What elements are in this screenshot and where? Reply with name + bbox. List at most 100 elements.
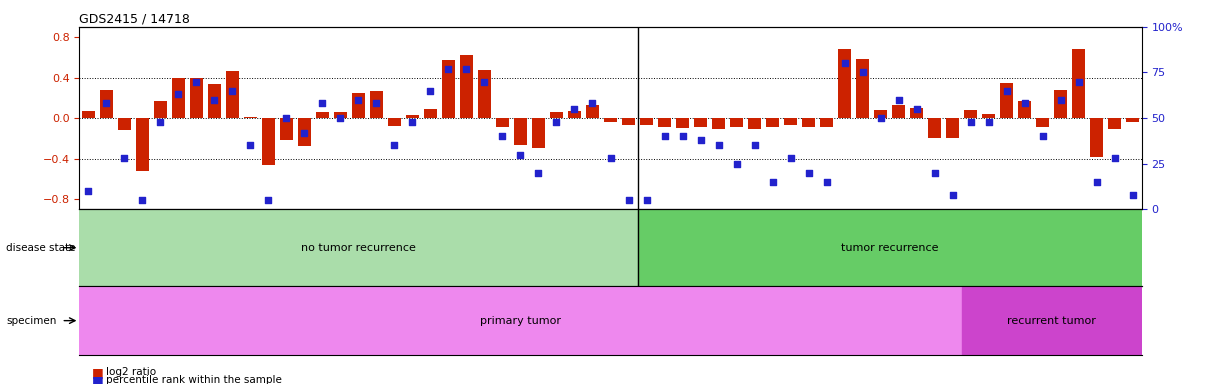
- Point: [150, 119, 170, 125]
- Point: [961, 119, 980, 125]
- Bar: [1054, 90, 1067, 118]
- Point: [852, 70, 872, 76]
- Bar: [479, 70, 491, 118]
- Text: specimen: specimen: [6, 316, 56, 326]
- Point: [799, 170, 818, 176]
- Bar: [874, 110, 886, 118]
- Bar: [637, 209, 1142, 286]
- Point: [943, 192, 962, 198]
- Bar: [496, 118, 509, 127]
- Point: [726, 161, 746, 167]
- Bar: [962, 286, 1142, 355]
- Point: [1123, 192, 1143, 198]
- Text: log2 ratio: log2 ratio: [106, 367, 156, 377]
- Bar: [370, 91, 382, 118]
- Point: [403, 119, 422, 125]
- Point: [96, 101, 116, 107]
- Point: [438, 66, 458, 72]
- Bar: [604, 118, 617, 122]
- Bar: [586, 105, 598, 118]
- Bar: [172, 78, 184, 118]
- Text: ■: ■: [92, 374, 104, 384]
- Point: [529, 170, 548, 176]
- Bar: [748, 118, 761, 129]
- Text: GDS2415 / 14718: GDS2415 / 14718: [79, 13, 190, 26]
- Bar: [928, 118, 941, 138]
- Point: [222, 88, 242, 94]
- Point: [1105, 155, 1125, 161]
- Point: [259, 197, 278, 203]
- Point: [78, 188, 98, 194]
- Bar: [460, 55, 473, 118]
- Point: [547, 119, 567, 125]
- Bar: [335, 112, 347, 118]
- Bar: [856, 59, 869, 118]
- Text: primary tumor: primary tumor: [480, 316, 560, 326]
- Bar: [1072, 49, 1085, 118]
- Point: [493, 133, 513, 139]
- Bar: [1037, 118, 1049, 127]
- Point: [205, 97, 225, 103]
- Bar: [1126, 118, 1139, 122]
- Point: [889, 97, 908, 103]
- Point: [745, 142, 764, 149]
- Point: [817, 179, 836, 185]
- Bar: [514, 118, 526, 146]
- Bar: [839, 49, 851, 118]
- Bar: [244, 117, 256, 118]
- Point: [1087, 179, 1106, 185]
- Point: [636, 197, 656, 203]
- Bar: [676, 118, 689, 128]
- Point: [673, 133, 692, 139]
- Bar: [712, 118, 725, 129]
- Point: [979, 119, 999, 125]
- Bar: [965, 110, 977, 118]
- Bar: [551, 112, 563, 118]
- Bar: [316, 112, 328, 118]
- Bar: [1000, 83, 1013, 118]
- Text: percentile rank within the sample: percentile rank within the sample: [106, 375, 282, 384]
- Point: [582, 101, 602, 107]
- Point: [277, 115, 297, 121]
- Point: [1033, 133, 1053, 139]
- Point: [115, 155, 134, 161]
- Text: disease state: disease state: [6, 243, 76, 253]
- Bar: [388, 118, 400, 126]
- Point: [475, 79, 495, 85]
- Point: [907, 106, 927, 112]
- Point: [601, 155, 620, 161]
- Bar: [190, 78, 203, 118]
- Bar: [946, 118, 958, 138]
- Bar: [136, 118, 149, 171]
- Point: [385, 142, 404, 149]
- Bar: [695, 118, 707, 127]
- Point: [133, 197, 153, 203]
- Point: [366, 101, 386, 107]
- Bar: [784, 118, 797, 125]
- Point: [331, 115, 350, 121]
- Point: [168, 91, 188, 98]
- Bar: [911, 108, 923, 118]
- Bar: [82, 111, 95, 118]
- Text: ■: ■: [92, 366, 104, 379]
- Bar: [1109, 118, 1121, 129]
- Bar: [568, 111, 581, 118]
- Bar: [532, 118, 545, 149]
- Bar: [298, 118, 310, 146]
- Bar: [79, 286, 962, 355]
- Point: [871, 115, 890, 121]
- Point: [708, 142, 728, 149]
- Point: [1068, 79, 1088, 85]
- Point: [763, 179, 783, 185]
- Bar: [982, 114, 995, 118]
- Bar: [424, 109, 437, 118]
- Point: [457, 66, 476, 72]
- Point: [1015, 101, 1034, 107]
- Bar: [893, 105, 905, 118]
- Bar: [280, 118, 293, 141]
- Bar: [767, 118, 779, 127]
- Bar: [802, 118, 814, 127]
- Point: [421, 88, 441, 94]
- Bar: [154, 101, 167, 118]
- Bar: [442, 60, 454, 118]
